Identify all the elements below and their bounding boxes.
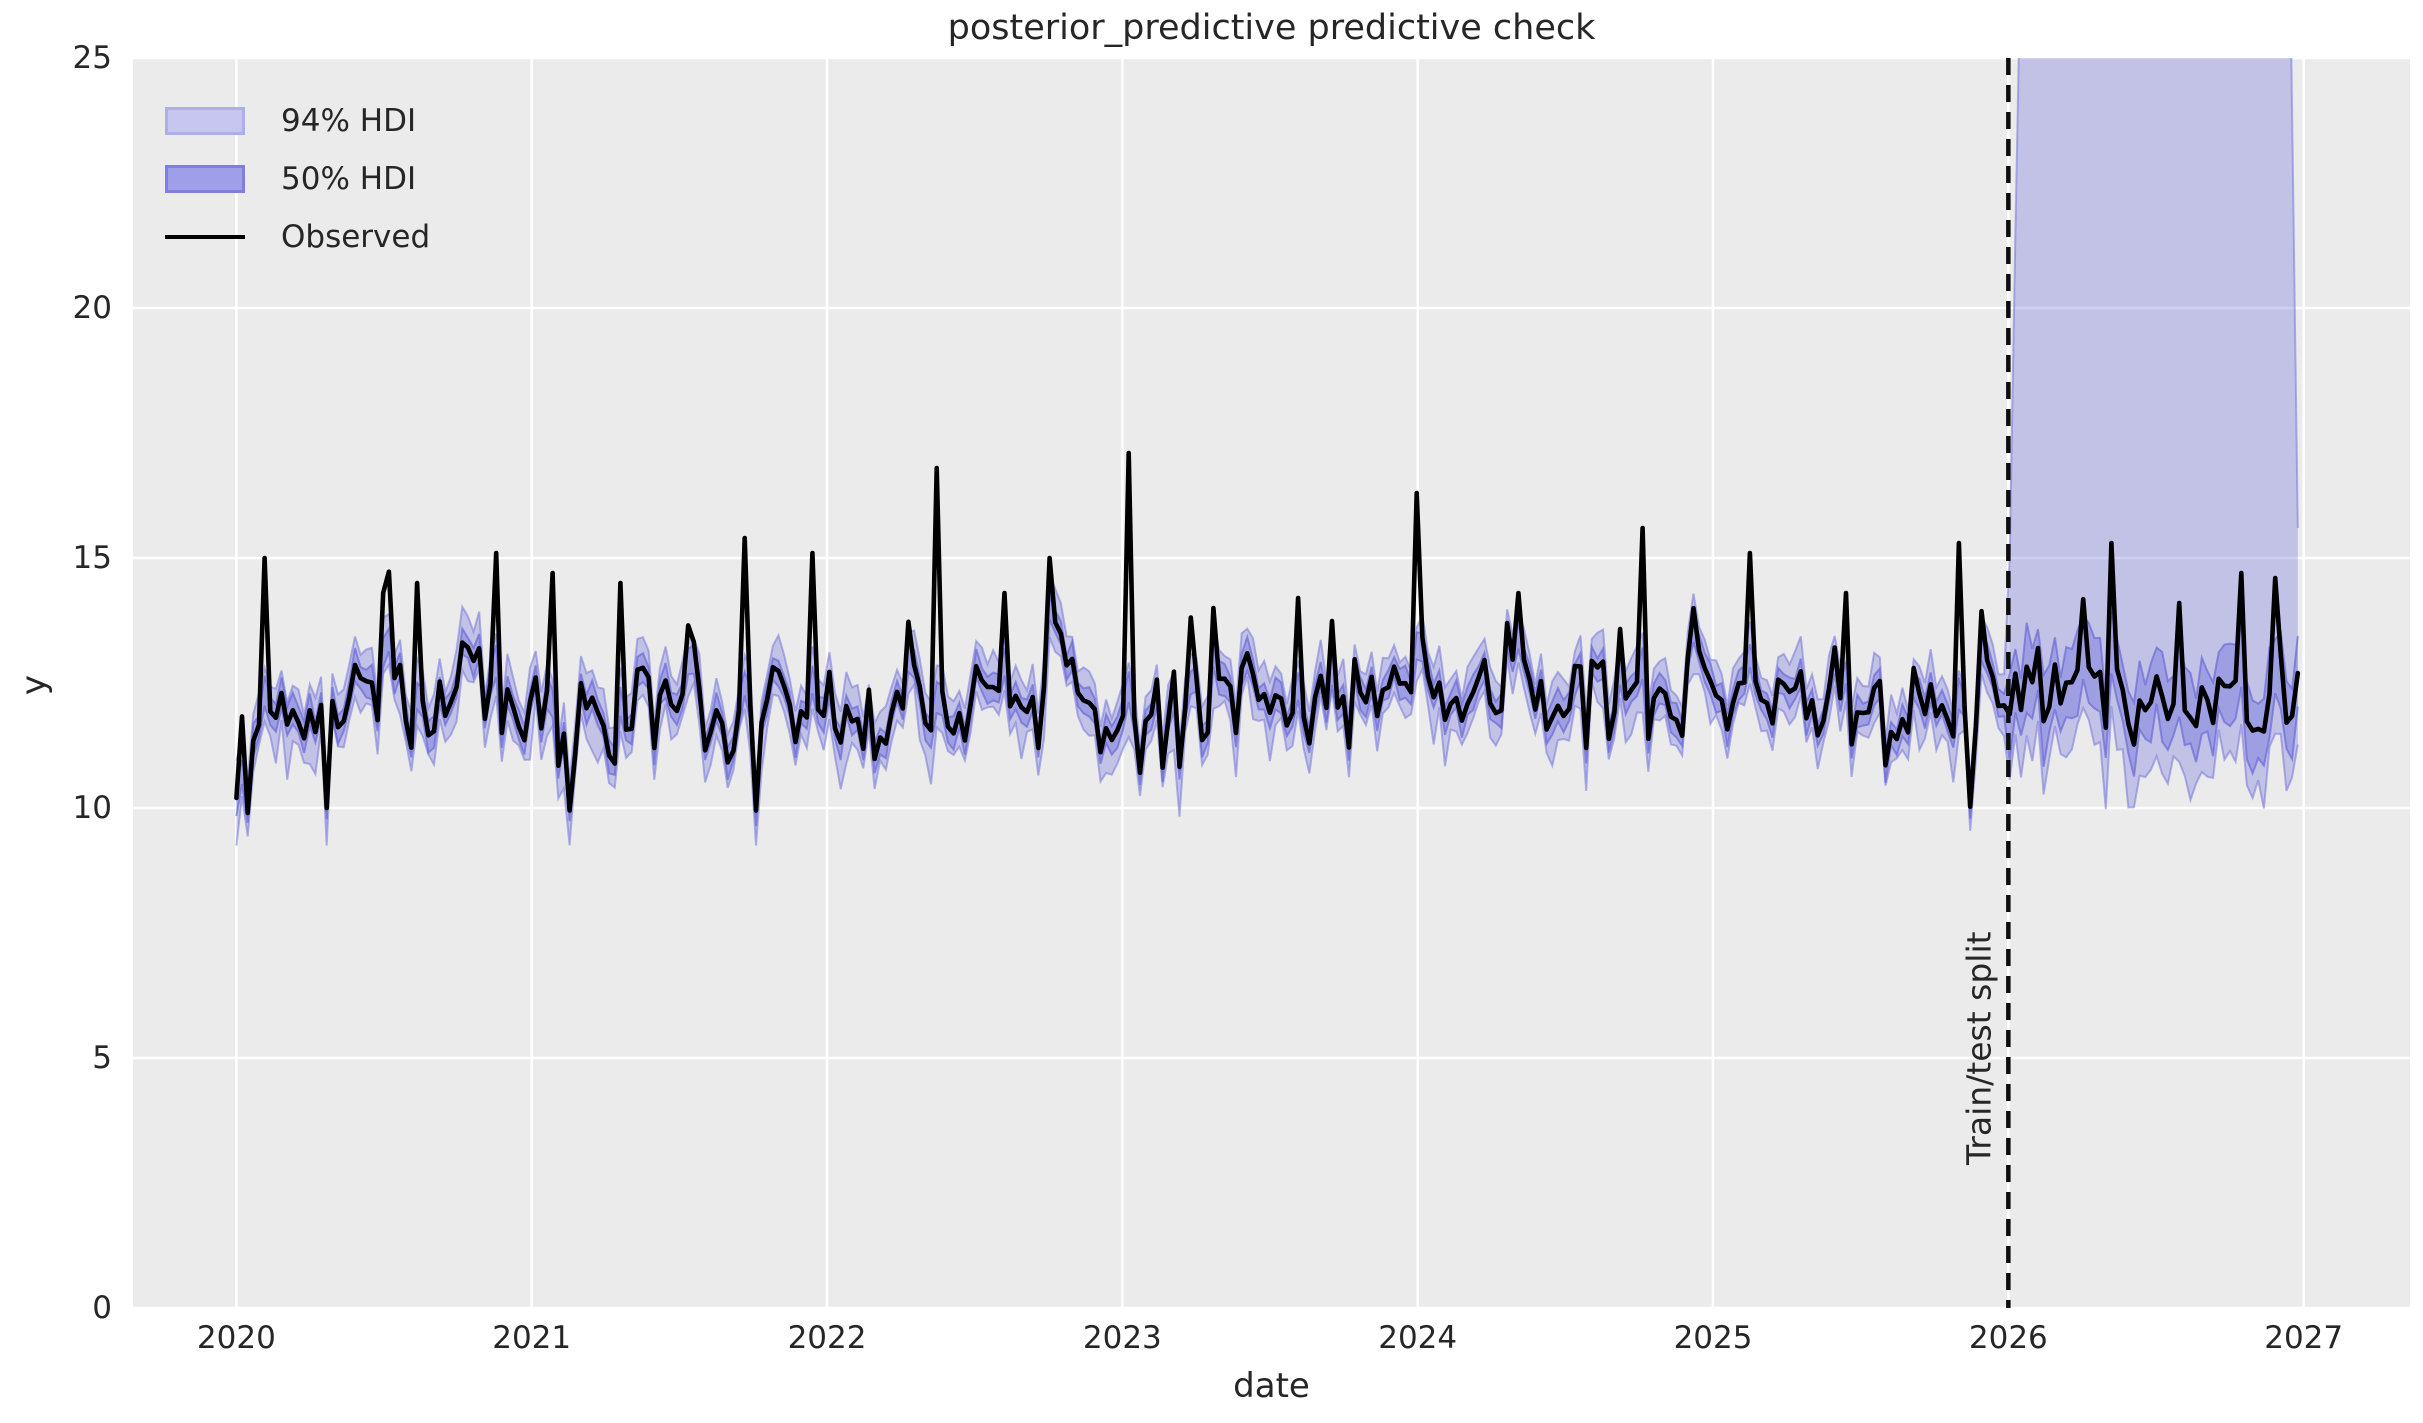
x-tick-label: 2025: [1673, 1320, 1753, 1356]
x-axis-label: date: [1233, 1366, 1310, 1406]
legend-item: Observed: [165, 208, 430, 266]
x-tick-label: 2023: [1082, 1320, 1162, 1356]
y-tick-label: 15: [72, 540, 112, 576]
legend-patch-swatch: [165, 107, 245, 135]
legend-item: 50% HDI: [165, 150, 430, 208]
x-tick-label: 2024: [1378, 1320, 1458, 1356]
observed-line: [234, 450, 2301, 816]
train-test-split-label: Train/test split: [1959, 931, 1999, 1165]
x-tick-label: 2026: [1968, 1320, 2048, 1356]
legend-patch-swatch: [165, 165, 245, 193]
y-axis-label: y: [14, 674, 54, 696]
y-tick-label: 20: [72, 290, 112, 326]
y-tick-label: 25: [72, 40, 112, 76]
x-tick-label: 2021: [492, 1320, 572, 1356]
legend-item: 94% HDI: [165, 92, 430, 150]
x-tick-label: 2027: [2264, 1320, 2344, 1356]
legend-label: Observed: [281, 219, 431, 255]
chart-title: posterior_predictive predictive check: [947, 8, 1596, 48]
legend: 94% HDI 50% HDI Observed: [165, 92, 430, 266]
y-tick-label: 5: [92, 1040, 112, 1076]
legend-label: 50% HDI: [281, 161, 417, 197]
legend-line-swatch: [165, 235, 245, 239]
legend-label: 94% HDI: [281, 103, 417, 139]
y-tick-label: 10: [72, 790, 112, 826]
x-tick-label: 2020: [196, 1320, 276, 1356]
hdi-94-band: [236, 58, 2298, 846]
x-tick-label: 2022: [787, 1320, 867, 1356]
y-tick-label: 0: [92, 1290, 112, 1326]
